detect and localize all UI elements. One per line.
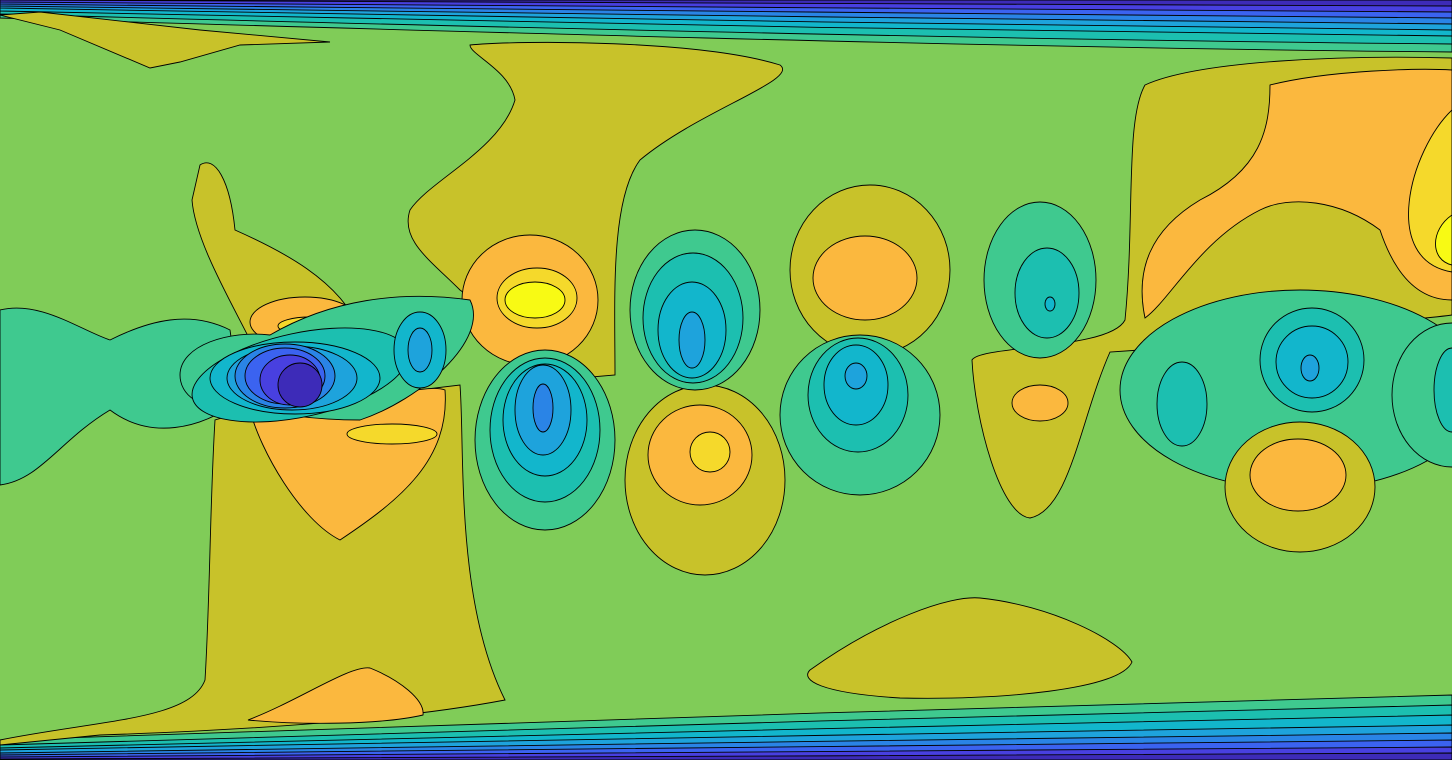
contour-region [1249, 438, 1347, 512]
contour-region [532, 383, 554, 433]
contour-region [1156, 361, 1208, 447]
contour-region [504, 281, 566, 319]
contour-region [0, 11, 331, 69]
contour-region [689, 431, 731, 473]
contour-region [1300, 354, 1320, 382]
contour-region [1433, 347, 1452, 433]
contour-region [1011, 384, 1069, 422]
contour-region [1044, 296, 1056, 312]
contour-region [678, 311, 706, 369]
wall-band [0, 0, 1452, 7]
contour-region [812, 235, 918, 321]
contour-region [1014, 247, 1080, 339]
contour-region [277, 362, 323, 408]
contour-region [807, 597, 1133, 699]
contour-region [247, 667, 424, 724]
wall-band [0, 752, 1452, 760]
contour-region [1391, 322, 1452, 468]
contour-region [1141, 68, 1452, 319]
contour-region [191, 162, 361, 341]
contour-region [844, 362, 868, 390]
contour-region [407, 327, 433, 373]
contour-region [346, 423, 438, 445]
